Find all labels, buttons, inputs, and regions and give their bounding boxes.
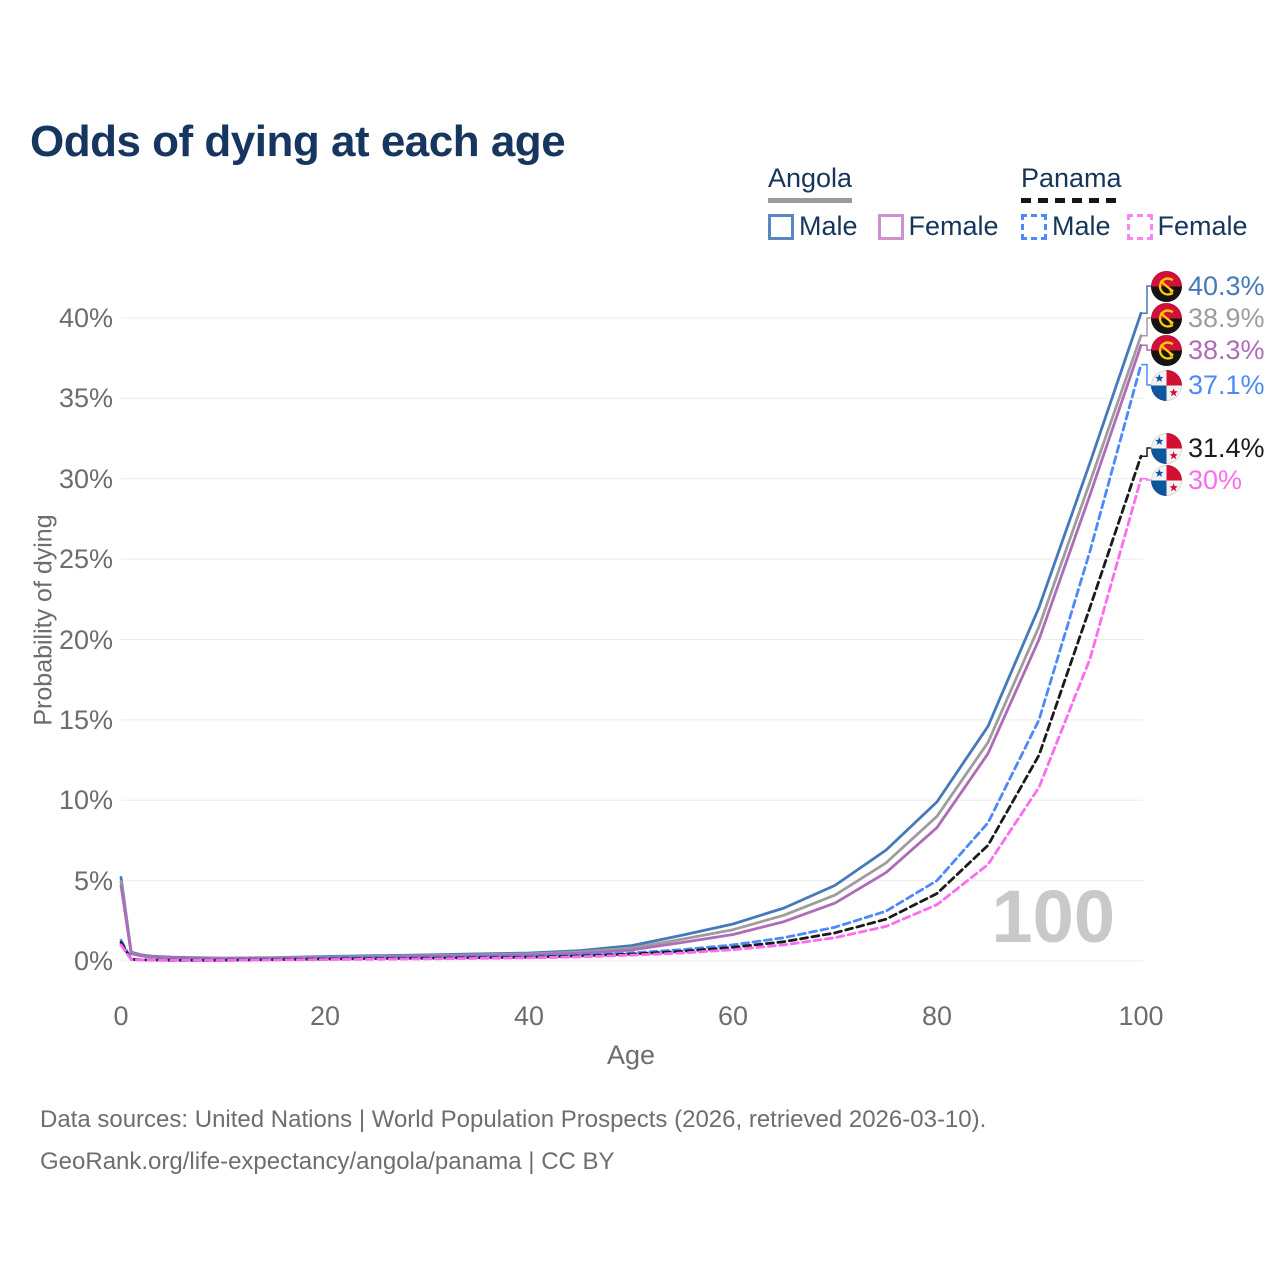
plot-area [119,285,1152,962]
legend-group-panama: Panama Male Female [1021,163,1248,242]
end-label-angola-female: 38.3% [1151,334,1265,366]
legend-group-title: Panama [1021,163,1122,193]
checkbox-icon[interactable] [768,213,794,240]
end-label-panama-female: 30% [1151,464,1242,496]
x-axis-title: Age [606,1040,656,1070]
end-label-panama-all: 31.4% [1151,432,1265,464]
legend-group-header-angola: Angola [768,163,853,203]
checkbox-icon[interactable] [1126,213,1153,240]
angola-flag-icon [1151,302,1182,334]
series-line-panama-male [119,363,1143,962]
legend-item-panama-female[interactable]: Female [1126,211,1248,242]
x-tick-label: 80 [921,1001,953,1031]
angola-flag-icon [1151,334,1182,366]
y-tick-label: 30% [58,463,113,494]
x-tick-label: 100 [1118,1001,1164,1031]
end-label-value: 40.3% [1188,270,1265,301]
end-label-connector-angola-all [1141,317,1152,337]
end-label-angola-all: 38.9% [1151,302,1265,334]
end-label-connector-panama-all [1141,447,1152,457]
attribution-note: GeoRank.org/life-expectancy/angola/panam… [40,1148,615,1175]
legend-items-angola: Male Female [768,211,999,242]
end-label-panama-male: 37.1% [1151,369,1265,401]
legend-item-angola-male[interactable]: Male [768,211,858,242]
panama-flag-icon [1151,432,1182,464]
legend-item-angola-female[interactable]: Female [877,211,999,242]
end-label-connector-panama-female [1141,478,1152,481]
checkbox-icon[interactable] [877,213,904,240]
end-label-connector-angola-female [1141,344,1152,351]
legend-item-label: Female [908,211,999,241]
dashed-line-swatch [1021,198,1122,203]
y-tick-label: 35% [58,383,113,414]
x-tick-label: 0 [113,1001,129,1031]
end-label-value: 38.3% [1188,334,1265,365]
checkbox-icon[interactable] [1021,213,1047,240]
legend-item-label: Male [1052,211,1111,241]
y-tick-label: 25% [58,544,113,575]
age-watermark: 100 [991,875,1115,958]
solid-line-swatch [768,198,853,203]
legend-item-label: Male [799,211,858,241]
end-label-connector-panama-male [1141,363,1152,386]
y-tick-label: 0% [73,946,113,976]
y-tick-label: 5% [73,865,113,896]
y-tick-label: 10% [58,785,113,816]
series-line-angola-male [119,311,1143,960]
x-tick-label: 40 [513,1001,545,1031]
y-tick-label: 20% [58,624,113,655]
legend-item-label: Female [1157,211,1248,241]
page-title: Odds of dying at each age [30,117,566,167]
end-label-angola-male: 40.3% [1151,270,1265,302]
legend-group-header-panama: Panama [1021,163,1122,203]
end-label-connector-angola-male [1141,285,1152,314]
end-label-value: 30% [1188,464,1243,495]
data-sources-note: Data sources: United Nations | World Pop… [40,1106,987,1133]
angola-flag-icon [1151,270,1182,302]
panama-flag-icon [1151,464,1182,496]
legend-item-panama-male[interactable]: Male [1021,211,1111,242]
panama-flag-icon [1151,369,1182,401]
legend-items-panama: Male Female [1021,211,1248,242]
x-tick-label: 60 [717,1001,749,1031]
end-label-value: 31.4% [1188,432,1265,463]
y-axis-title: Probability of dying [29,514,58,726]
series-line-panama-female [119,477,1143,962]
y-tick-label: 15% [58,704,113,735]
series-line-angola-female [119,343,1143,960]
end-label-value: 37.1% [1188,369,1265,400]
legend-group-title: Angola [768,163,853,193]
x-tick-label: 20 [309,1001,341,1031]
series-line-angola-all [119,334,1143,960]
end-label-value: 38.9% [1188,302,1265,333]
y-tick-label: 40% [58,303,113,333]
legend-group-angola: Angola Male Female [768,163,999,242]
